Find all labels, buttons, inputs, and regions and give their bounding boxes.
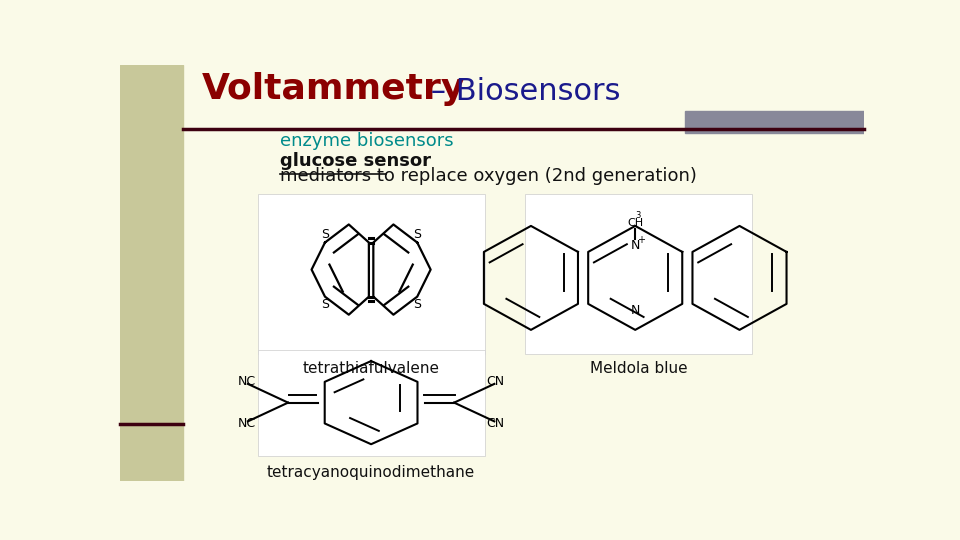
Text: S: S	[321, 298, 329, 311]
Text: – Biosensors: – Biosensors	[421, 77, 621, 106]
Text: N: N	[631, 303, 640, 316]
Text: NC: NC	[237, 375, 255, 388]
Text: CN: CN	[487, 417, 505, 430]
Text: Meldola blue: Meldola blue	[590, 361, 687, 376]
Text: CH: CH	[627, 218, 643, 228]
Bar	[257, 349, 485, 456]
Text: tetrathiafulvalene: tetrathiafulvalene	[302, 361, 440, 376]
Text: +: +	[636, 235, 645, 246]
Text: mediators to replace oxygen (2nd generation): mediators to replace oxygen (2nd generat…	[280, 167, 697, 185]
Text: S: S	[413, 228, 421, 241]
Text: glucose sensor: glucose sensor	[280, 152, 431, 170]
Text: Voltammetry: Voltammetry	[202, 72, 466, 106]
Text: CN: CN	[487, 375, 505, 388]
Bar	[685, 111, 864, 133]
Text: NC: NC	[237, 417, 255, 430]
Bar	[525, 194, 753, 354]
Text: enzyme biosensors: enzyme biosensors	[280, 132, 453, 150]
Bar	[257, 194, 485, 354]
Text: S: S	[413, 298, 421, 311]
Text: N: N	[631, 239, 640, 252]
Bar	[120, 65, 183, 481]
Text: tetracyanoquinodimethane: tetracyanoquinodimethane	[267, 465, 475, 480]
Text: S: S	[321, 228, 329, 241]
Text: 3: 3	[636, 211, 641, 220]
